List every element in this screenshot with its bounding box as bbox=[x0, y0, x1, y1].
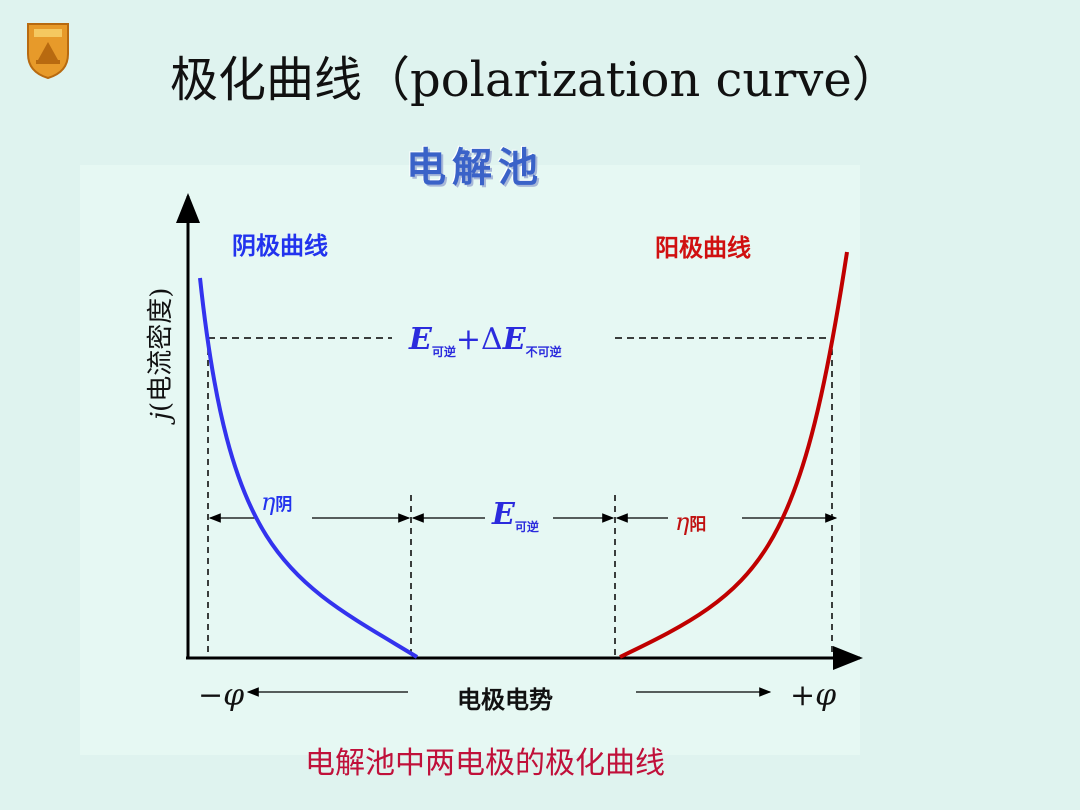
page-title: 极化曲线（polarization curve） bbox=[170, 52, 900, 108]
university-logo bbox=[24, 20, 72, 80]
anode-overpotential-label: η阳 bbox=[672, 508, 710, 536]
negative-potential-label: −φ bbox=[198, 678, 245, 713]
figure-caption: 电解池中两电极的极化曲线 bbox=[305, 746, 665, 781]
cathode-overpotential-label: η阴 bbox=[258, 488, 296, 516]
cathode-curve bbox=[198, 277, 419, 659]
reversible-voltage-label: E可逆 bbox=[488, 497, 543, 535]
total-voltage-label: E可逆+ΔE不可逆 bbox=[405, 322, 566, 360]
anode-curve-label: 阳极曲线 bbox=[655, 234, 751, 262]
anode-curve bbox=[619, 251, 849, 659]
diagram-subtitle: 电解池 bbox=[406, 144, 544, 191]
y-axis-label: j(电流密度) bbox=[146, 287, 176, 420]
positive-potential-label: +φ bbox=[790, 678, 837, 713]
cathode-curve-label: 阴极曲线 bbox=[232, 232, 328, 260]
x-axis-label: 电极电势 bbox=[457, 686, 553, 714]
